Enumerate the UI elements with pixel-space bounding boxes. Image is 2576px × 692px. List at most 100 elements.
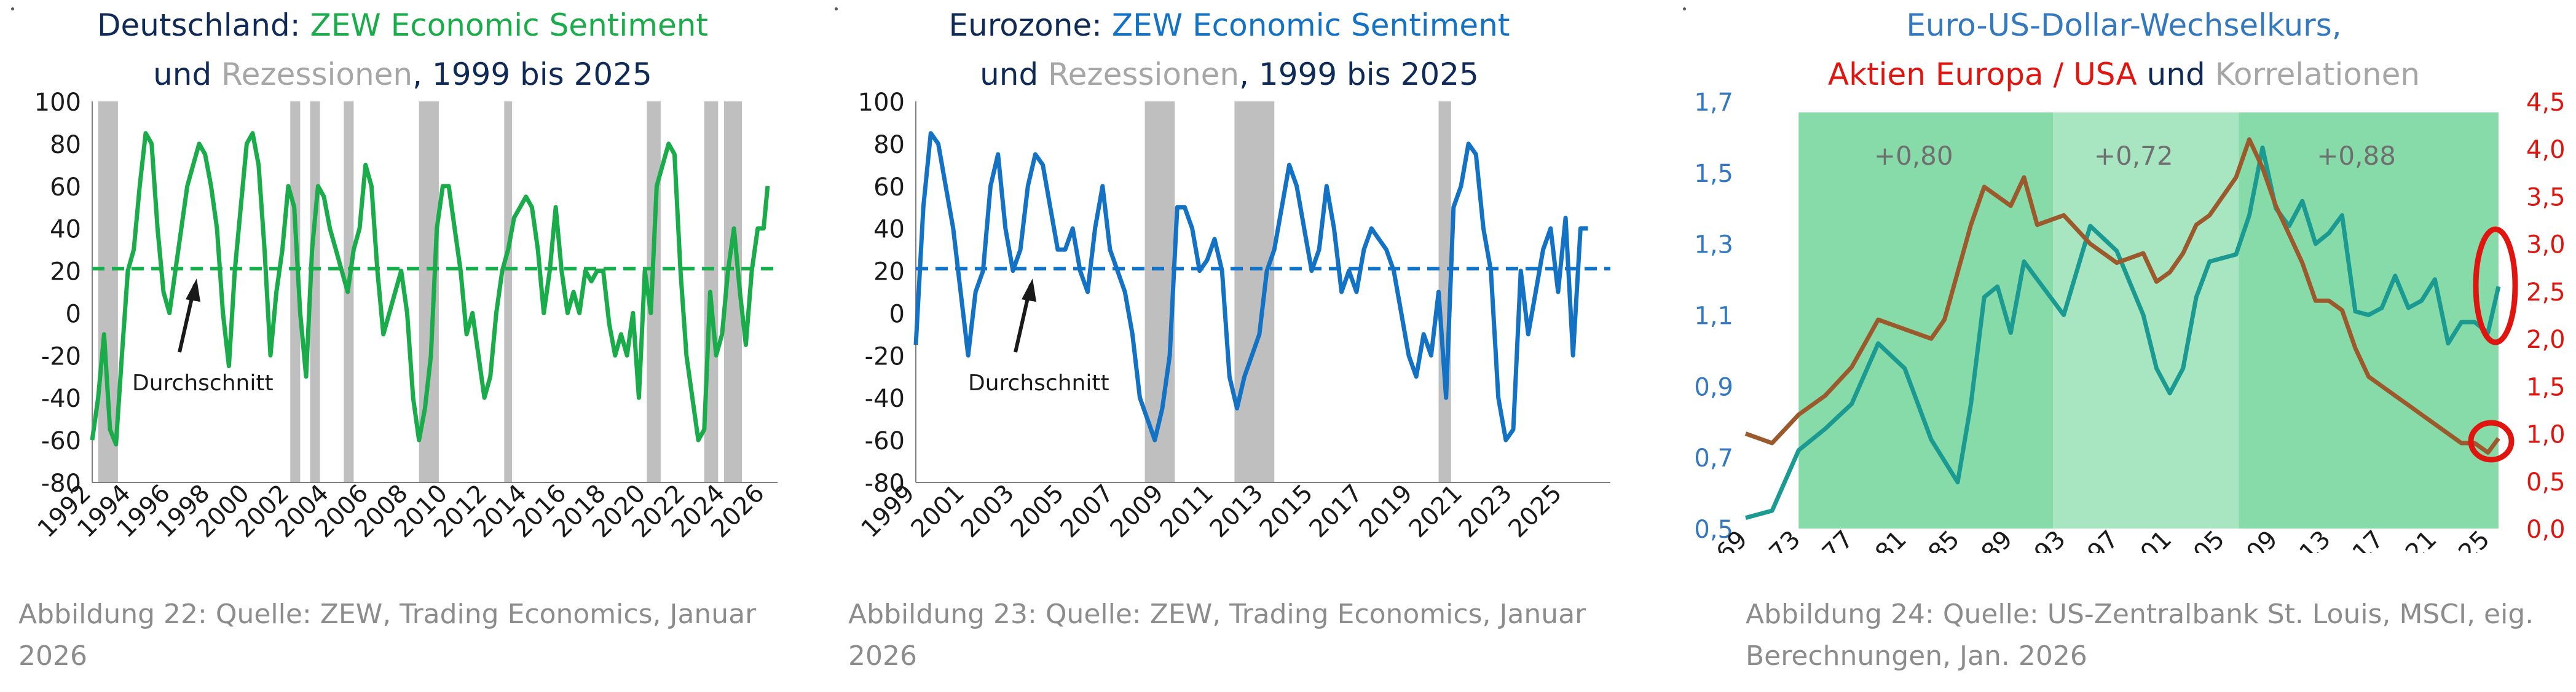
title-segment: und [980,57,1049,92]
x-tick-label: 2017 [2325,525,2390,553]
y-tick-label: -60 [41,427,81,455]
decorative-dot [1683,7,1686,10]
x-tick-label: 2009 [2219,525,2283,553]
x-tick-label: 2005 [1006,479,1070,544]
chart-subtitle: Aktien Europa / USA und Korrelationen [1672,57,2576,92]
figure-caption-line2: Berechnungen, Jan. 2026 [1746,640,2087,672]
y-tick-label: 40 [50,216,81,244]
y-left-tick-label: 1,7 [1694,88,1733,117]
chart-title: Euro-US-Dollar-Wechselkurs, [1672,7,2576,43]
title-segment: Euro-US-Dollar-Wechselkurs, [1906,7,2342,43]
decorative-dot [835,7,838,10]
x-tick-label: 2007 [1055,479,1120,544]
y-right-tick-label: 4,0 [2526,136,2566,164]
y-tick-label: 0 [66,300,81,328]
title-segment: Rezessionen [221,57,413,92]
x-tick-label: 2013 [1205,479,1269,544]
equity-ratio-series-line [1744,137,2500,455]
x-tick-label: 1997 [2060,525,2124,553]
y-right-tick-label: 3,0 [2526,231,2566,259]
y-tick-label: 80 [873,131,905,159]
y-right-tick-label: 0,0 [2526,516,2566,544]
y-tick-label: -40 [41,385,81,413]
x-tick-label: 2011 [1155,479,1219,544]
chart-panel-eurozone: Eurozone: ZEW Economic Sentiment und Rez… [824,0,1635,692]
zew-series-line [90,131,770,447]
title-segment: Aktien Europa / USA [1827,57,2137,92]
x-tick-label: 1973 [1742,525,1806,553]
x-tick-label: 2013 [2272,525,2336,553]
chart-panel-eurusd: Euro-US-Dollar-Wechselkurs, Aktien Europ… [1672,0,2576,692]
y-tick-label: -60 [865,427,905,455]
y-tick-label: 40 [873,216,905,244]
y-tick-label: -40 [865,385,905,413]
y-left-tick-label: 0,5 [1694,516,1733,544]
figure-caption: Abbildung 24: Quelle: US-Zentralbank St.… [1746,599,2534,630]
y-tick-label: -80 [41,470,81,498]
y-left-tick-label: 1,5 [1694,160,1733,188]
title-segment: und [2137,57,2215,92]
x-tick-label: 2001 [906,479,971,544]
highlight-ellipse-lower [2468,420,2515,463]
y-right-tick-label: 2,0 [2526,326,2566,354]
x-tick-label: 2021 [1404,479,1468,544]
chart-subtitle: und Rezessionen, 1999 bis 2025 [0,57,805,92]
annotation-text: Durchschnitt [132,371,274,396]
y-right-tick-label: 1,0 [2526,421,2566,449]
y-left-tick-label: 0,9 [1694,373,1733,401]
highlight-ellipse-upper [2473,226,2518,345]
x-tick-label: 2003 [956,479,1020,544]
figure-caption: Abbildung 22: Quelle: ZEW, Trading Econo… [18,599,757,672]
x-tick-label: 2025 [1503,479,1568,544]
x-tick-label: 1989 [1954,525,2019,553]
eurusd-correlation-chart: +0,80 +0,72 +0,88 0,5 0,7 0,9 1,1 1,3 1,5 1,7 0,0 0… [1689,88,2566,553]
y-tick-label: 20 [50,258,81,286]
y-right-tick-label: 1,5 [2526,373,2566,401]
x-tick-label: 2017 [1304,479,1369,544]
x-tick-label: 2025 [2431,525,2495,553]
x-tick-label: 2005 [2166,525,2231,553]
y-tick-label: 0 [889,300,905,328]
recession-bar [504,101,513,482]
title-segment: , 1999 bis 2025 [1239,57,1479,92]
title-segment: und [153,57,222,92]
y-tick-label: -20 [865,342,905,371]
annotation-arrowhead [1022,278,1036,302]
zew-eurozone-chart: -80-60-40-200204060801001999200120032005… [856,88,1610,544]
y-right-tick-label: 3,5 [2526,183,2566,211]
y-right-tick-label: 4,5 [2526,88,2566,117]
figure-caption: Abbildung 23: Quelle: ZEW, Trading Econo… [848,599,1586,672]
title-segment: ZEW Economic Sentiment [1111,7,1510,43]
eurusd-series-line [1745,145,2501,520]
annotation-text: Durchschnitt [968,371,1109,396]
decorative-dot [11,7,14,10]
y-tick-label: 20 [873,258,905,286]
y-tick-label: -80 [865,470,905,498]
correlation-label: +0,72 [2094,141,2173,171]
y-tick-label: 60 [873,173,905,202]
y-tick-label: -20 [41,342,81,371]
x-tick-label: 2001 [2113,525,2178,553]
y-tick-label: 80 [50,131,81,159]
x-tick-label: 2019 [1354,479,1419,544]
correlation-period-band [1798,112,2054,529]
x-tick-label: 1981 [1848,525,1912,553]
chart-subtitle: und Rezessionen, 1999 bis 2025 [824,57,1635,92]
correlation-label: +0,88 [2317,141,2396,171]
x-tick-label: 1993 [2007,525,2071,553]
chart-title: Eurozone: ZEW Economic Sentiment [824,7,1635,43]
x-tick-label: 1977 [1795,525,1859,553]
title-segment: Deutschland: [97,7,310,43]
y-right-tick-label: 0,5 [2526,468,2566,497]
title-segment: ZEW Economic Sentiment [310,7,709,43]
x-tick-label: 2009 [1105,479,1170,544]
y-left-tick-label: 1,1 [1694,302,1733,331]
annotation-arrowhead [186,278,200,302]
title-segment: , 1999 bis 2025 [412,57,652,92]
title-segment: Korrelationen [2215,57,2420,92]
title-segment: Eurozone: [948,7,1112,43]
y-left-tick-label: 0,7 [1694,444,1733,473]
y-left-tick-label: 1,3 [1694,231,1733,259]
title-segment: Rezessionen [1048,57,1240,92]
chart-panel-germany: Deutschland: ZEW Economic Sentiment und … [0,0,805,692]
